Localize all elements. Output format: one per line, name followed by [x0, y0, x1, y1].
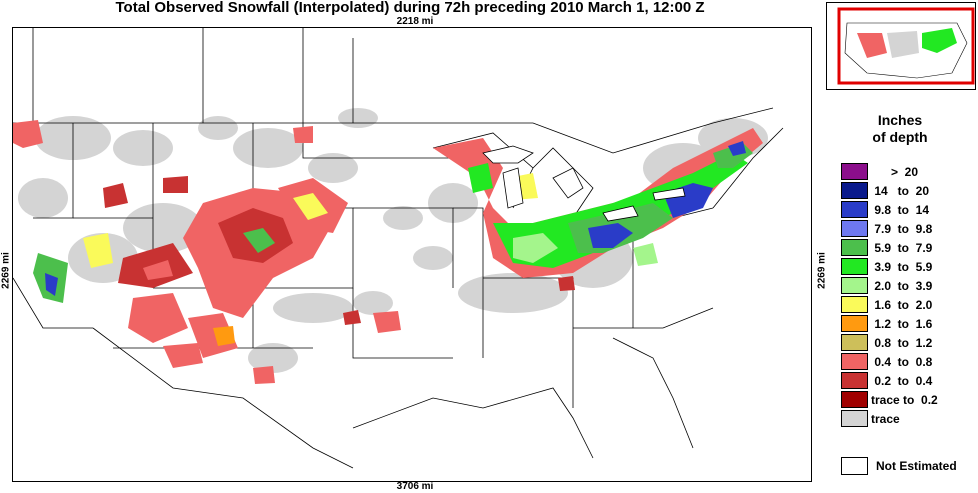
legend-row: trace to 0.2: [841, 390, 975, 409]
legend-swatch: [841, 296, 868, 313]
legend-row: > 20: [841, 162, 975, 181]
left-dimension-label: 2269 mi: [0, 252, 12, 289]
legend-label: 1.6 to 2.0: [871, 298, 933, 312]
legend-label: > 20: [871, 165, 919, 179]
legend-swatch: [841, 239, 868, 256]
legend-swatch: [841, 410, 868, 427]
right-dimension-label: 2269 mi: [816, 252, 828, 289]
legend-row: 3.9 to 5.9: [841, 257, 975, 276]
legend-row: trace: [841, 409, 975, 428]
legend-swatch: [841, 315, 868, 332]
legend-title-line1: Inches: [877, 112, 923, 128]
legend-row: 1.2 to 1.6: [841, 314, 975, 333]
legend-label: 5.9 to 7.9: [871, 241, 933, 255]
not-estimated-label: Not Estimated: [876, 459, 957, 473]
top-dimension-label: 2218 mi: [396, 16, 434, 27]
legend-swatch: [841, 334, 868, 351]
legend-label: 2.0 to 3.9: [871, 279, 933, 293]
legend-swatch: [841, 353, 868, 370]
legend-row: 5.9 to 7.9: [841, 238, 975, 257]
legend-swatch: [841, 391, 868, 408]
legend-swatch: [841, 163, 868, 180]
legend-label: 3.9 to 5.9: [871, 260, 933, 274]
legend-label: 0.8 to 1.2: [871, 336, 933, 350]
west-snow: [13, 120, 401, 384]
locator-inset[interactable]: [826, 2, 976, 90]
snowfall-map[interactable]: [12, 27, 812, 482]
legend-row: 14 to 20: [841, 181, 975, 200]
legend-label: trace to 0.2: [871, 393, 938, 407]
legend-swatch: [841, 277, 868, 294]
legend-label: 9.8 to 14: [871, 203, 930, 217]
legend-row: 1.6 to 2.0: [841, 295, 975, 314]
legend-row: 0.4 to 0.8: [841, 352, 975, 371]
inset-canvas: [837, 7, 975, 85]
map-title: Total Observed Snowfall (Interpolated) d…: [115, 0, 705, 16]
legend-row: 0.2 to 0.4: [841, 371, 975, 390]
legend-row: 7.9 to 9.8: [841, 219, 975, 238]
legend-label: trace: [871, 412, 900, 426]
legend-title: Inches of depth: [850, 112, 950, 146]
legend-swatch: [841, 258, 868, 275]
bottom-dimension-label: 3706 mi: [396, 481, 434, 492]
trace-areas: [18, 108, 768, 373]
great-lakes: [482, 145, 686, 222]
legend-swatch: [841, 372, 868, 389]
legend-label: 7.9 to 9.8: [871, 222, 933, 236]
legend-label: 0.2 to 0.4: [871, 374, 933, 388]
legend-swatch: [841, 220, 868, 237]
legend-swatch: [841, 182, 868, 199]
legend-row: 0.8 to 1.2: [841, 333, 975, 352]
legend-label: 1.2 to 1.6: [871, 317, 933, 331]
legend-row: 2.0 to 3.9: [841, 276, 975, 295]
map-canvas: [13, 28, 784, 469]
not-estimated-swatch: [841, 457, 868, 475]
legend-label: 14 to 20: [871, 184, 930, 198]
legend-label: 0.4 to 0.8: [871, 355, 933, 369]
legend-swatch: [841, 201, 868, 218]
legend-title-line2: of depth: [872, 129, 928, 145]
inset-frame: [837, 7, 975, 85]
legend-row: 9.8 to 14: [841, 200, 975, 219]
